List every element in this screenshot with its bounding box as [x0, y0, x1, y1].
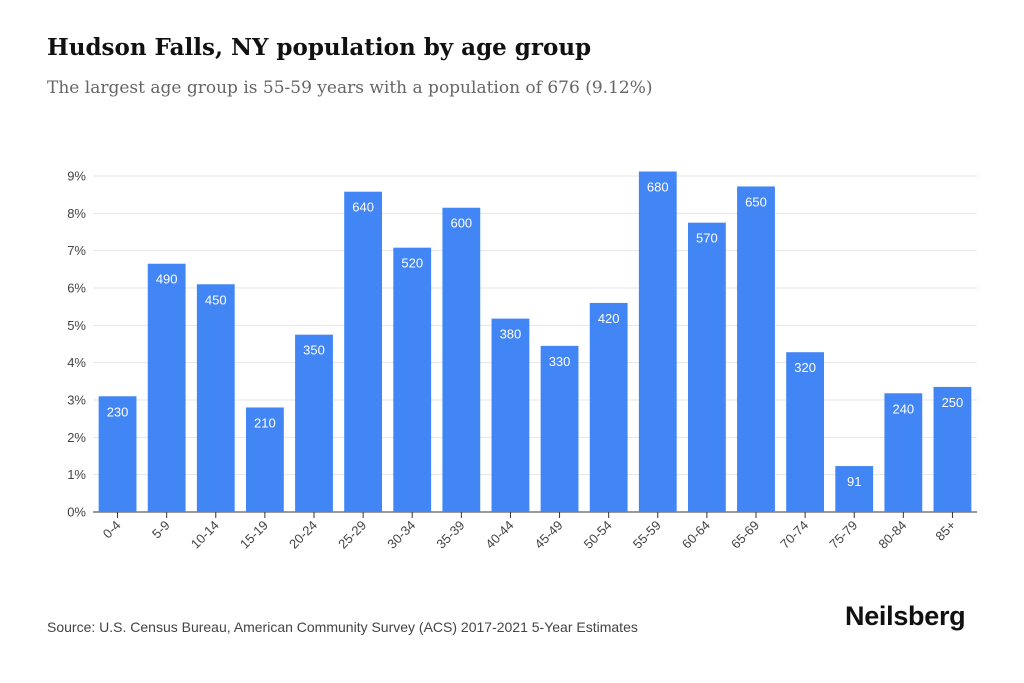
x-tick-label: 15-19: [237, 518, 271, 552]
brand-logo: Neilsberg: [845, 601, 966, 631]
bar: [835, 466, 874, 512]
bar: [442, 207, 481, 512]
bar-data-label: 230: [107, 404, 129, 419]
x-tick-label: 70-74: [777, 518, 811, 552]
bar-data-label: 650: [745, 194, 767, 209]
bar-data-label: 420: [598, 311, 620, 326]
bar-data-label: 240: [892, 401, 914, 416]
x-tick-label: 30-34: [384, 518, 418, 552]
x-tick-label: 75-79: [826, 518, 860, 552]
gridlines: [93, 175, 977, 513]
y-axis-ticks: 0% 1% 2% 3% 4% 5% 6% 7% 8% 9%: [67, 169, 86, 520]
x-tick-label: 40-44: [482, 518, 516, 552]
bar-data-label: 570: [696, 231, 718, 246]
bar: [540, 345, 579, 512]
x-tick-label: 80-84: [875, 518, 909, 552]
y-tick-label: 6%: [67, 281, 86, 296]
bar: [491, 318, 530, 512]
x-tick-label: 20-24: [286, 518, 320, 552]
bar-data-label: 320: [794, 360, 816, 375]
x-tick-label: 55-59: [630, 518, 664, 552]
x-tick-label: 10-14: [188, 518, 222, 552]
chart-title: Hudson Falls, NY population by age group: [47, 34, 592, 61]
bar: [147, 263, 186, 512]
x-tick-label: 0-4: [100, 518, 124, 542]
x-tick-label: 25-29: [335, 518, 369, 552]
x-axis-ticks: 0-4 5-9 10-14 15-19 20-24 25-29 30-34 35-39 40-4…: [100, 512, 959, 552]
x-tick-label: 50-54: [581, 518, 615, 552]
bar: [98, 396, 137, 512]
y-tick-label: 3%: [67, 393, 86, 408]
bar-data-label: 600: [450, 216, 472, 231]
bar: [245, 407, 284, 512]
bar-data-label: 380: [500, 327, 522, 342]
x-tick-label: 35-39: [433, 518, 467, 552]
bar-data-label: 210: [254, 415, 276, 430]
bars: [98, 171, 972, 512]
y-tick-label: 1%: [67, 467, 86, 482]
bar-data-label: 520: [401, 256, 423, 271]
bar: [344, 191, 383, 512]
y-tick-label: 5%: [67, 318, 86, 333]
bar-data-label: 680: [647, 180, 669, 195]
bar: [589, 302, 628, 512]
y-tick-label: 9%: [67, 169, 86, 184]
bar-data-label: 330: [549, 354, 571, 369]
bar-data-label: 91: [847, 474, 861, 489]
data-labels: 230 490 450 210 350 640 520 600 380 330 420 680 570 6…: [107, 180, 964, 490]
y-tick-label: 8%: [67, 206, 86, 221]
bar: [687, 222, 726, 512]
bar: [196, 284, 235, 512]
bar: [884, 393, 923, 512]
bar-data-label: 490: [156, 272, 178, 287]
x-tick-label: 65-69: [728, 518, 762, 552]
bar: [786, 352, 825, 512]
chart-subtitle: The largest age group is 55-59 years wit…: [47, 78, 653, 98]
source-note: Source: U.S. Census Bureau, American Com…: [47, 619, 638, 635]
bar-data-label: 350: [303, 343, 325, 358]
x-tick-label: 45-49: [532, 518, 566, 552]
bar: [638, 171, 677, 512]
x-tick-label: 85+: [932, 518, 958, 544]
y-tick-label: 4%: [67, 355, 86, 370]
bar-data-label: 640: [352, 200, 374, 215]
x-tick-label: 5-9: [149, 518, 173, 542]
bar: [295, 334, 333, 512]
bar: [393, 247, 432, 512]
y-tick-label: 7%: [67, 243, 86, 258]
bar: [933, 386, 972, 512]
bar-data-label: 450: [205, 292, 227, 307]
y-tick-label: 2%: [67, 430, 86, 445]
bar: [737, 186, 775, 512]
x-tick-label: 60-64: [679, 518, 713, 552]
bar-data-label: 250: [942, 395, 964, 410]
y-tick-label: 0%: [67, 505, 86, 520]
bar-chart: 0% 1% 2% 3% 4% 5% 6% 7% 8% 9% 230 490 450 210 350 640 5…: [67, 169, 977, 552]
